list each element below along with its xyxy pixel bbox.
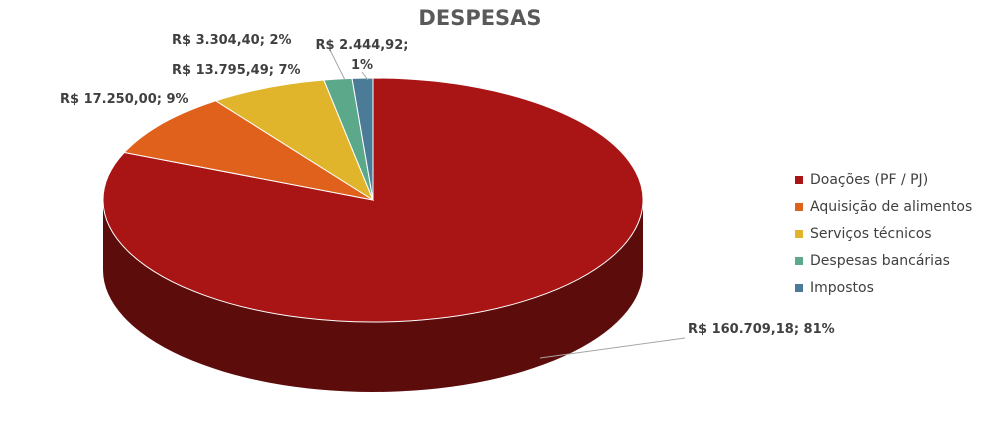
chart-title: DESPESAS [418,6,542,30]
data-label: R$ 13.795,49; 7% [172,63,301,78]
legend-swatch [795,284,803,292]
data-label: R$ 160.709,18; 81% [688,322,835,337]
leader-line [539,337,686,359]
legend-entry: Doações (PF / PJ) [795,172,928,188]
slice [214,79,375,202]
legend-label: Despesas bancárias [810,253,950,269]
legend-swatch [795,176,803,184]
legend-label: Serviços técnicos [810,226,932,242]
legend-swatch [795,257,803,265]
legend-label: Aquisição de alimentos [810,199,973,215]
legend-entry: Serviços técnicos [795,226,932,242]
slice [351,77,374,201]
legend-label: Doações (PF / PJ) [810,172,929,188]
legend-entry: Despesas bancárias [795,253,950,269]
data-label: R$ 2.444,92; 1% [315,38,409,73]
legend-label: Impostos [810,280,874,296]
legend-entry: Impostos [795,280,874,296]
legend-swatch [795,230,803,238]
slice-side [103,200,643,392]
slice [123,100,374,201]
leader-line [329,49,346,81]
data-label: R$ 3.304,40; 2% [172,33,292,48]
leader-line [361,71,369,81]
data-label: R$ 17.250,00; 9% [60,92,189,107]
legend-entry: Aquisição de alimentos [795,199,972,215]
legend-swatch [795,203,803,211]
